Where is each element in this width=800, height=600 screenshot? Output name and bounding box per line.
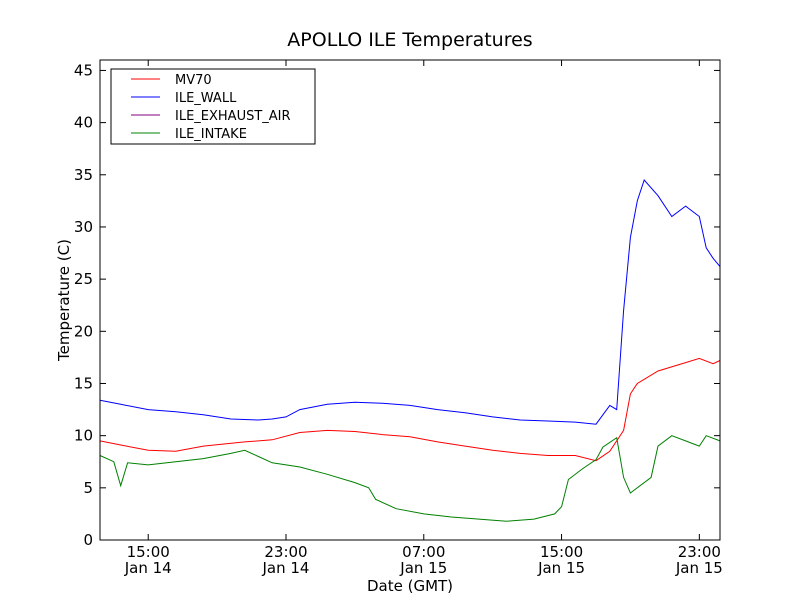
y-tick-label: 25 (74, 270, 93, 288)
series-line-mv70 (99, 357, 721, 462)
legend-frame (110, 68, 316, 145)
y-tick-label: 30 (74, 218, 93, 236)
legend-label-mv70: MV70 (175, 73, 212, 88)
x-tick-label-date: Jan 15 (675, 559, 723, 577)
x-tick-label-time: 23:00 (678, 543, 721, 561)
x-tick-label-time: 15:00 (540, 543, 583, 561)
x-tick-label-time: 15:00 (127, 543, 170, 561)
x-tick-label-date: Jan 15 (537, 559, 585, 577)
x-tick-label-date: Jan 14 (262, 559, 310, 577)
series-line-ile-wall (99, 179, 721, 425)
y-tick-label: 5 (83, 479, 93, 497)
y-axis-label: Temperature (C) (55, 239, 73, 362)
legend: MV70 ILE_WALL ILE_EXHAUST_AIR ILE_INTAKE (110, 68, 316, 145)
y-axis-ticks: 0 5 10 15 20 25 30 35 40 45 (74, 61, 720, 549)
plot-lines (99, 179, 721, 522)
legend-label-ile-wall: ILE_WALL (175, 91, 237, 106)
x-tick-label-date: Jan 14 (124, 559, 172, 577)
series-line-ile-intake (99, 435, 721, 522)
y-tick-label: 45 (74, 61, 93, 79)
y-tick-label: 15 (74, 374, 93, 392)
legend-label-ile-intake: ILE_INTAKE (175, 127, 247, 142)
plot-frame (99, 59, 721, 541)
y-tick-label: 35 (74, 166, 93, 184)
x-tick-label-time: 07:00 (402, 543, 445, 561)
y-tick-label: 20 (74, 322, 93, 340)
x-axis-label: Date (GMT) (367, 577, 453, 595)
x-tick-label-date: Jan 15 (399, 559, 447, 577)
x-tick-label-time: 23:00 (264, 543, 307, 561)
y-tick-label: 10 (74, 427, 93, 445)
y-tick-label: 0 (83, 531, 93, 549)
y-tick-label: 40 (74, 114, 93, 132)
legend-label-ile-exhaust-air: ILE_EXHAUST_AIR (175, 109, 291, 124)
chart-title: APOLLO ILE Temperatures (287, 29, 532, 51)
